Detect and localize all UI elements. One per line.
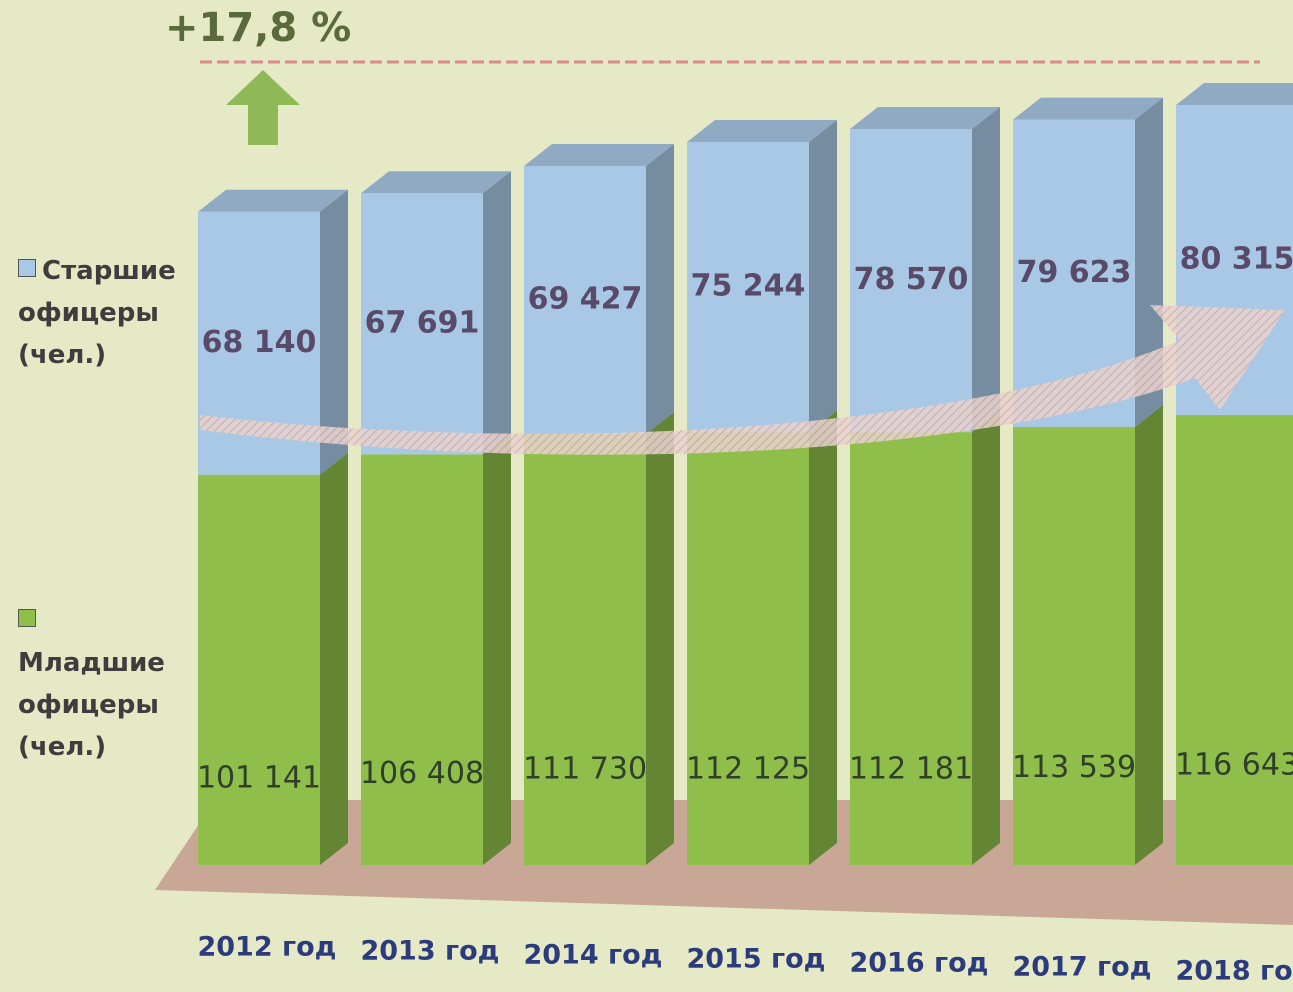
bar-segment [524, 433, 646, 865]
bar-segment [850, 432, 972, 865]
legend-label: Младшие офицеры (чел.) [18, 648, 165, 762]
bar-segment [1176, 414, 1293, 865]
value-label: 80 315 [1180, 241, 1293, 276]
value-label: 67 691 [365, 305, 480, 340]
bar-top [1176, 83, 1293, 105]
value-label: 106 408 [360, 756, 484, 791]
bar-side [972, 106, 1000, 433]
value-label: 113 539 [1012, 750, 1136, 785]
bar-segment [361, 454, 483, 865]
bar-top [361, 171, 511, 194]
bar-side [1135, 404, 1163, 865]
x-tick-label: 2014 год [523, 940, 662, 971]
bar-segment [687, 432, 809, 865]
up-arrow [226, 70, 300, 145]
value-label: 75 244 [691, 269, 806, 304]
value-label: 68 140 [202, 325, 317, 360]
bar-top [850, 106, 1000, 129]
annotation: +17,8 % [165, 5, 351, 51]
legend-item: Младшие офицеры (чел.) [18, 600, 188, 768]
value-label: 112 125 [686, 751, 810, 786]
value-label: 69 427 [528, 281, 643, 316]
bar-side [483, 171, 511, 455]
bar-segment [850, 128, 972, 433]
bars: 101 141 68 140 2012 год 106 408 67 691 2013 г… [197, 83, 1293, 987]
legend-swatch [18, 259, 36, 277]
x-tick-label: 2018 год [1175, 956, 1293, 987]
value-label: 112 181 [849, 751, 973, 786]
bar-segment [1013, 426, 1135, 865]
bar-side [646, 143, 674, 434]
bar-side [483, 432, 511, 865]
value-label: 79 623 [1017, 255, 1132, 290]
bar-segment [687, 142, 809, 433]
value-label: 101 141 [197, 761, 321, 796]
bar-top [687, 120, 837, 143]
value-label: 116 643 [1175, 747, 1293, 782]
bar-side [809, 120, 837, 433]
x-tick-label: 2013 год [360, 936, 499, 967]
bar-side [809, 410, 837, 865]
bar-side [972, 410, 1000, 865]
value-label: 111 730 [523, 752, 647, 787]
bar-segment [198, 474, 320, 865]
x-tick-label: 2012 год [197, 932, 336, 963]
legend-label: Старшие офицеры (чел.) [18, 256, 176, 370]
bar-side [320, 452, 348, 865]
x-tick-label: 2016 год [849, 948, 988, 979]
bar-side [646, 411, 674, 865]
trend-arrow [200, 305, 1285, 455]
bar-top [524, 143, 674, 166]
bar-side [1135, 97, 1163, 427]
bar-segment [361, 193, 483, 455]
legend-item: Старшие офицеры (чел.) [18, 250, 188, 376]
bar-top [1013, 97, 1163, 120]
value-label: 78 570 [854, 262, 969, 297]
x-tick-label: 2017 год [1012, 952, 1151, 983]
legend-swatch [18, 609, 36, 627]
bar-segment [524, 165, 646, 434]
x-tick-label: 2015 год [686, 944, 825, 975]
bar-side [320, 189, 348, 475]
bar-top [198, 189, 348, 212]
